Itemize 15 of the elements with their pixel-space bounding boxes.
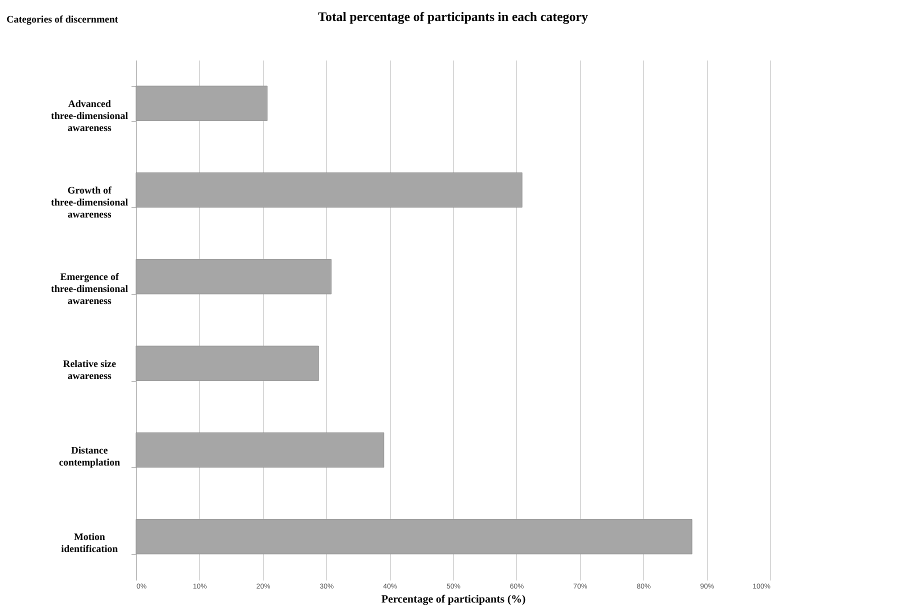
x-axis-title: Percentage of participants (%): [381, 594, 526, 606]
bar: [136, 432, 384, 468]
y-tick-label: Growth of three-dimensional awareness: [50, 186, 128, 220]
y-tick-label: Emergence of three-dimensional awareness: [50, 272, 128, 308]
bar: [136, 259, 332, 294]
y-tick-label: Advanced three-dimensional awareness: [50, 98, 128, 134]
y-tick-label: Relative size awareness: [62, 358, 117, 382]
bar: [136, 86, 268, 121]
bar: [136, 172, 522, 208]
bar: [136, 519, 692, 554]
y-tick-label: Distance contemplation: [58, 446, 120, 468]
y-tick-label: Motion identification: [61, 532, 118, 556]
chart-title: Total percentage of participants in each category: [318, 9, 589, 24]
y-axis-title: Categories of discernment: [6, 14, 119, 26]
bar: [136, 346, 319, 381]
